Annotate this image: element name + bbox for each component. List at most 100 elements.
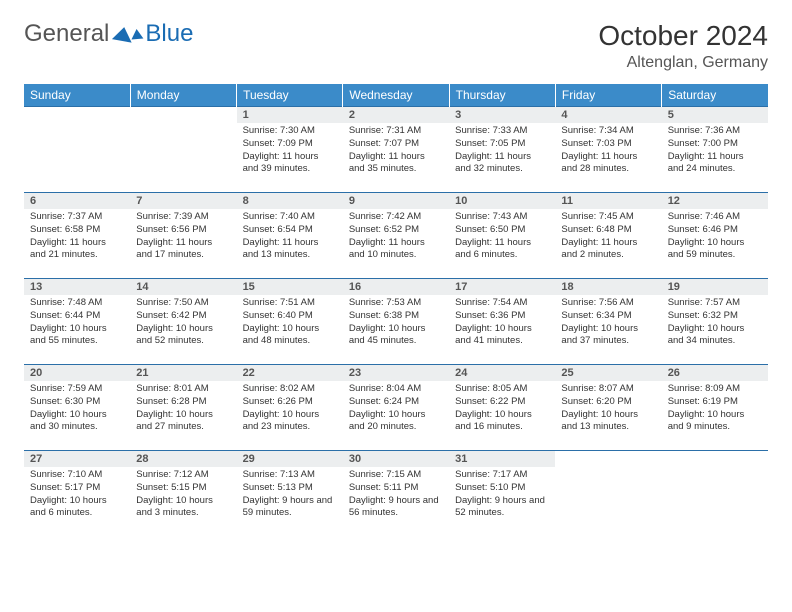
day-details: Sunrise: 7:33 AMSunset: 7:05 PMDaylight:… — [449, 123, 555, 180]
daylight-text: Daylight: 9 hours and 59 minutes. — [243, 495, 337, 521]
sunset-text: Sunset: 6:44 PM — [30, 310, 124, 323]
calendar-day-cell — [662, 451, 768, 537]
day-number: 20 — [24, 365, 130, 381]
sunset-text: Sunset: 6:46 PM — [668, 224, 762, 237]
day-details: Sunrise: 7:57 AMSunset: 6:32 PMDaylight:… — [662, 295, 768, 352]
calendar-day-cell: 11Sunrise: 7:45 AMSunset: 6:48 PMDayligh… — [555, 193, 661, 279]
calendar-day-cell: 27Sunrise: 7:10 AMSunset: 5:17 PMDayligh… — [24, 451, 130, 537]
calendar-day-cell: 4Sunrise: 7:34 AMSunset: 7:03 PMDaylight… — [555, 107, 661, 193]
sunrise-text: Sunrise: 7:37 AM — [30, 211, 124, 224]
day-details: Sunrise: 7:10 AMSunset: 5:17 PMDaylight:… — [24, 467, 130, 524]
sunrise-text: Sunrise: 7:45 AM — [561, 211, 655, 224]
sunset-text: Sunset: 6:42 PM — [136, 310, 230, 323]
day-details: Sunrise: 7:30 AMSunset: 7:09 PMDaylight:… — [237, 123, 343, 180]
daylight-text: Daylight: 10 hours and 34 minutes. — [668, 323, 762, 349]
sunset-text: Sunset: 5:17 PM — [30, 482, 124, 495]
calendar-day-cell: 20Sunrise: 7:59 AMSunset: 6:30 PMDayligh… — [24, 365, 130, 451]
brand-text-1: General — [24, 20, 109, 48]
day-details: Sunrise: 7:53 AMSunset: 6:38 PMDaylight:… — [343, 295, 449, 352]
logo-sail-icon-2 — [131, 28, 144, 39]
day-details: Sunrise: 7:51 AMSunset: 6:40 PMDaylight:… — [237, 295, 343, 352]
day-details: Sunrise: 7:59 AMSunset: 6:30 PMDaylight:… — [24, 381, 130, 438]
day-details: Sunrise: 7:48 AMSunset: 6:44 PMDaylight:… — [24, 295, 130, 352]
calendar-day-cell: 30Sunrise: 7:15 AMSunset: 5:11 PMDayligh… — [343, 451, 449, 537]
sunrise-text: Sunrise: 7:31 AM — [349, 125, 443, 138]
sunset-text: Sunset: 6:56 PM — [136, 224, 230, 237]
calendar-week-row: 27Sunrise: 7:10 AMSunset: 5:17 PMDayligh… — [24, 451, 768, 537]
day-details: Sunrise: 7:31 AMSunset: 7:07 PMDaylight:… — [343, 123, 449, 180]
daylight-text: Daylight: 10 hours and 6 minutes. — [30, 495, 124, 521]
day-details: Sunrise: 7:15 AMSunset: 5:11 PMDaylight:… — [343, 467, 449, 524]
day-number: 29 — [237, 451, 343, 467]
daylight-text: Daylight: 11 hours and 10 minutes. — [349, 237, 443, 263]
day-details: Sunrise: 7:37 AMSunset: 6:58 PMDaylight:… — [24, 209, 130, 266]
weekday-header: Tuesday — [237, 84, 343, 107]
calendar-day-cell: 31Sunrise: 7:17 AMSunset: 5:10 PMDayligh… — [449, 451, 555, 537]
day-details: Sunrise: 7:34 AMSunset: 7:03 PMDaylight:… — [555, 123, 661, 180]
sunrise-text: Sunrise: 7:42 AM — [349, 211, 443, 224]
sunset-text: Sunset: 5:13 PM — [243, 482, 337, 495]
daylight-text: Daylight: 10 hours and 30 minutes. — [30, 409, 124, 435]
sunrise-text: Sunrise: 7:15 AM — [349, 469, 443, 482]
calendar-day-cell: 15Sunrise: 7:51 AMSunset: 6:40 PMDayligh… — [237, 279, 343, 365]
sunrise-text: Sunrise: 7:40 AM — [243, 211, 337, 224]
sunrise-text: Sunrise: 8:04 AM — [349, 383, 443, 396]
day-details: Sunrise: 8:01 AMSunset: 6:28 PMDaylight:… — [130, 381, 236, 438]
sunrise-text: Sunrise: 7:56 AM — [561, 297, 655, 310]
day-details: Sunrise: 8:05 AMSunset: 6:22 PMDaylight:… — [449, 381, 555, 438]
daylight-text: Daylight: 11 hours and 2 minutes. — [561, 237, 655, 263]
calendar-day-cell: 16Sunrise: 7:53 AMSunset: 6:38 PMDayligh… — [343, 279, 449, 365]
day-details: Sunrise: 7:12 AMSunset: 5:15 PMDaylight:… — [130, 467, 236, 524]
day-number: 25 — [555, 365, 661, 381]
sunset-text: Sunset: 6:30 PM — [30, 396, 124, 409]
daylight-text: Daylight: 11 hours and 35 minutes. — [349, 151, 443, 177]
daylight-text: Daylight: 10 hours and 48 minutes. — [243, 323, 337, 349]
sunset-text: Sunset: 6:32 PM — [668, 310, 762, 323]
daylight-text: Daylight: 10 hours and 55 minutes. — [30, 323, 124, 349]
daylight-text: Daylight: 10 hours and 23 minutes. — [243, 409, 337, 435]
sunrise-text: Sunrise: 7:39 AM — [136, 211, 230, 224]
sunset-text: Sunset: 6:38 PM — [349, 310, 443, 323]
calendar-day-cell: 29Sunrise: 7:13 AMSunset: 5:13 PMDayligh… — [237, 451, 343, 537]
day-details: Sunrise: 7:54 AMSunset: 6:36 PMDaylight:… — [449, 295, 555, 352]
daylight-text: Daylight: 11 hours and 17 minutes. — [136, 237, 230, 263]
daylight-text: Daylight: 10 hours and 41 minutes. — [455, 323, 549, 349]
day-details: Sunrise: 7:36 AMSunset: 7:00 PMDaylight:… — [662, 123, 768, 180]
sunrise-text: Sunrise: 7:33 AM — [455, 125, 549, 138]
sunrise-text: Sunrise: 8:02 AM — [243, 383, 337, 396]
day-number: 24 — [449, 365, 555, 381]
day-details: Sunrise: 8:02 AMSunset: 6:26 PMDaylight:… — [237, 381, 343, 438]
calendar-day-cell: 12Sunrise: 7:46 AMSunset: 6:46 PMDayligh… — [662, 193, 768, 279]
sunrise-text: Sunrise: 8:07 AM — [561, 383, 655, 396]
sunset-text: Sunset: 6:50 PM — [455, 224, 549, 237]
sunset-text: Sunset: 6:24 PM — [349, 396, 443, 409]
calendar-day-cell — [130, 107, 236, 193]
calendar-day-cell: 14Sunrise: 7:50 AMSunset: 6:42 PMDayligh… — [130, 279, 236, 365]
daylight-text: Daylight: 10 hours and 27 minutes. — [136, 409, 230, 435]
sunrise-text: Sunrise: 7:43 AM — [455, 211, 549, 224]
daylight-text: Daylight: 10 hours and 16 minutes. — [455, 409, 549, 435]
daylight-text: Daylight: 11 hours and 24 minutes. — [668, 151, 762, 177]
day-number: 5 — [662, 107, 768, 123]
sunset-text: Sunset: 5:11 PM — [349, 482, 443, 495]
day-number: 11 — [555, 193, 661, 209]
daylight-text: Daylight: 9 hours and 56 minutes. — [349, 495, 443, 521]
sunrise-text: Sunrise: 7:17 AM — [455, 469, 549, 482]
day-number: 2 — [343, 107, 449, 123]
sunset-text: Sunset: 6:26 PM — [243, 396, 337, 409]
sunset-text: Sunset: 5:10 PM — [455, 482, 549, 495]
daylight-text: Daylight: 10 hours and 52 minutes. — [136, 323, 230, 349]
day-details: Sunrise: 7:13 AMSunset: 5:13 PMDaylight:… — [237, 467, 343, 524]
day-number: 16 — [343, 279, 449, 295]
sunrise-text: Sunrise: 7:30 AM — [243, 125, 337, 138]
day-number: 17 — [449, 279, 555, 295]
sunrise-text: Sunrise: 7:54 AM — [455, 297, 549, 310]
day-details: Sunrise: 7:56 AMSunset: 6:34 PMDaylight:… — [555, 295, 661, 352]
sunrise-text: Sunrise: 7:57 AM — [668, 297, 762, 310]
weekday-header: Wednesday — [343, 84, 449, 107]
sunrise-text: Sunrise: 7:51 AM — [243, 297, 337, 310]
calendar-day-cell: 18Sunrise: 7:56 AMSunset: 6:34 PMDayligh… — [555, 279, 661, 365]
day-number: 14 — [130, 279, 236, 295]
day-number: 15 — [237, 279, 343, 295]
sunrise-text: Sunrise: 7:46 AM — [668, 211, 762, 224]
